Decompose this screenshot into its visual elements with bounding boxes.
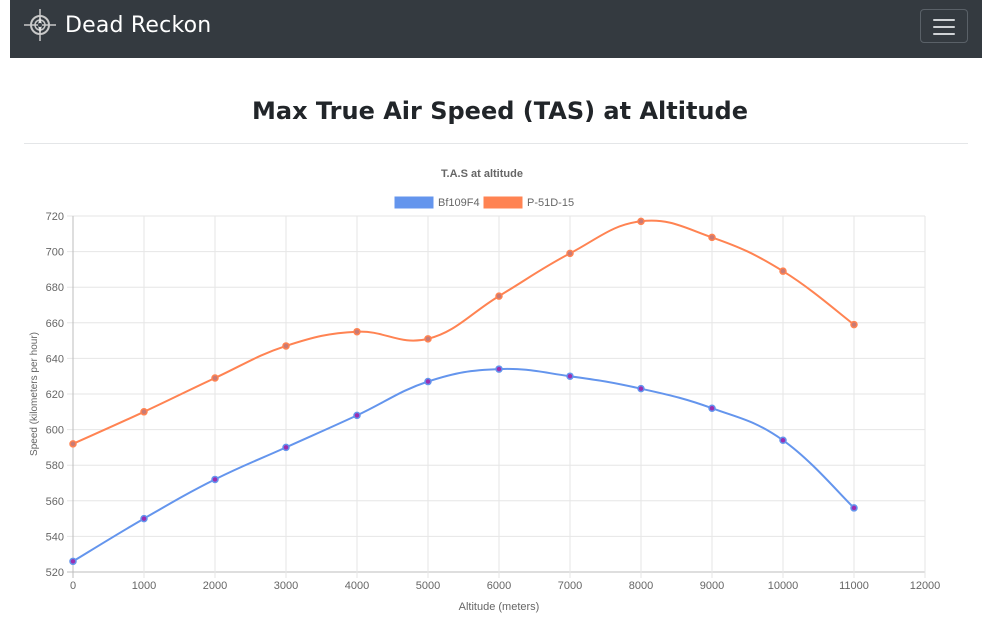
compass-rose-icon <box>24 9 56 41</box>
legend-label: P-51D-15 <box>527 197 574 209</box>
data-point-bf109f4 <box>211 475 219 484</box>
y-axis-label: Speed (kilometers per hour) <box>29 332 40 456</box>
data-point-p-51d-15 <box>69 440 77 448</box>
legend-label: Bf109F4 <box>438 197 480 209</box>
data-point-bf109f4 <box>140 514 148 523</box>
data-point-p-51d-15 <box>708 233 716 242</box>
y-tick-label: 680 <box>46 282 64 294</box>
data-point-bf109f4 <box>850 504 858 512</box>
divider <box>24 143 968 144</box>
chart-title: T.A.S at altitude <box>441 168 523 180</box>
series-line-p-51d-15 <box>72 219 855 445</box>
data-point-bf109f4 <box>779 436 787 445</box>
y-tick-label: 600 <box>46 425 64 437</box>
y-tick-label: 640 <box>46 353 64 365</box>
hamburger-menu-icon <box>933 33 955 35</box>
data-point-p-51d-15 <box>424 335 432 343</box>
data-point-bf109f4 <box>637 384 645 393</box>
y-tick-label: 700 <box>46 247 64 259</box>
navbar: Dead Reckon <box>10 0 982 58</box>
x-tick-label: 11000 <box>839 580 869 592</box>
data-point-bf109f4 <box>566 372 574 380</box>
data-point-bf109f4 <box>708 404 716 412</box>
data-point-p-51d-15 <box>353 327 361 336</box>
data-point-p-51d-15 <box>566 249 574 258</box>
data-point-bf109f4 <box>495 365 503 373</box>
y-tick-label: 520 <box>46 567 64 579</box>
data-point-p-51d-15 <box>779 267 787 275</box>
x-tick-label: 7000 <box>558 580 582 592</box>
legend-swatch <box>483 196 523 209</box>
legend-swatch <box>394 196 434 209</box>
data-point-p-51d-15 <box>850 320 858 329</box>
brand-name: Dead Reckon <box>65 12 212 38</box>
x-tick-label: 8000 <box>629 580 653 592</box>
legend-item: Bf109F4 <box>394 196 480 209</box>
x-tick-label: 1000 <box>132 580 156 592</box>
y-tick-label: 580 <box>46 460 64 472</box>
x-axis-label: Altitude (meters) <box>459 601 540 613</box>
data-point-p-51d-15 <box>140 408 148 416</box>
data-point-p-51d-15 <box>495 292 503 300</box>
x-tick-label: 0 <box>70 580 76 592</box>
x-tick-label: 5000 <box>416 580 440 592</box>
y-tick-label: 620 <box>46 389 64 401</box>
x-tick-label: 6000 <box>487 580 511 592</box>
hamburger-menu-icon <box>933 26 955 28</box>
x-tick-label: 2000 <box>203 580 227 592</box>
legend-item: P-51D-15 <box>483 196 574 209</box>
y-tick-label: 540 <box>46 531 64 543</box>
page-title: Max True Air Speed (TAS) at Altitude <box>252 97 748 125</box>
data-point-bf109f4 <box>353 411 361 420</box>
x-tick-label: 10000 <box>768 580 799 592</box>
brand[interactable]: Dead Reckon <box>24 9 211 41</box>
y-tick-label: 720 <box>46 211 64 223</box>
x-tick-label: 4000 <box>345 580 369 592</box>
data-point-bf109f4 <box>424 377 432 386</box>
data-point-p-51d-15 <box>637 217 645 226</box>
data-point-p-51d-15 <box>211 374 219 382</box>
data-point-p-51d-15 <box>282 342 290 350</box>
series-line-bf109f4 <box>72 367 855 563</box>
x-tick-label: 12000 <box>910 580 941 592</box>
x-tick-label: 9000 <box>700 580 724 592</box>
hamburger-menu-icon <box>933 19 955 21</box>
y-tick-label: 560 <box>46 496 64 508</box>
data-point-bf109f4 <box>69 557 77 566</box>
data-point-bf109f4 <box>282 443 290 452</box>
menu-toggle-button[interactable] <box>920 9 968 43</box>
y-tick-label: 660 <box>46 318 64 330</box>
x-tick-label: 3000 <box>274 580 298 592</box>
